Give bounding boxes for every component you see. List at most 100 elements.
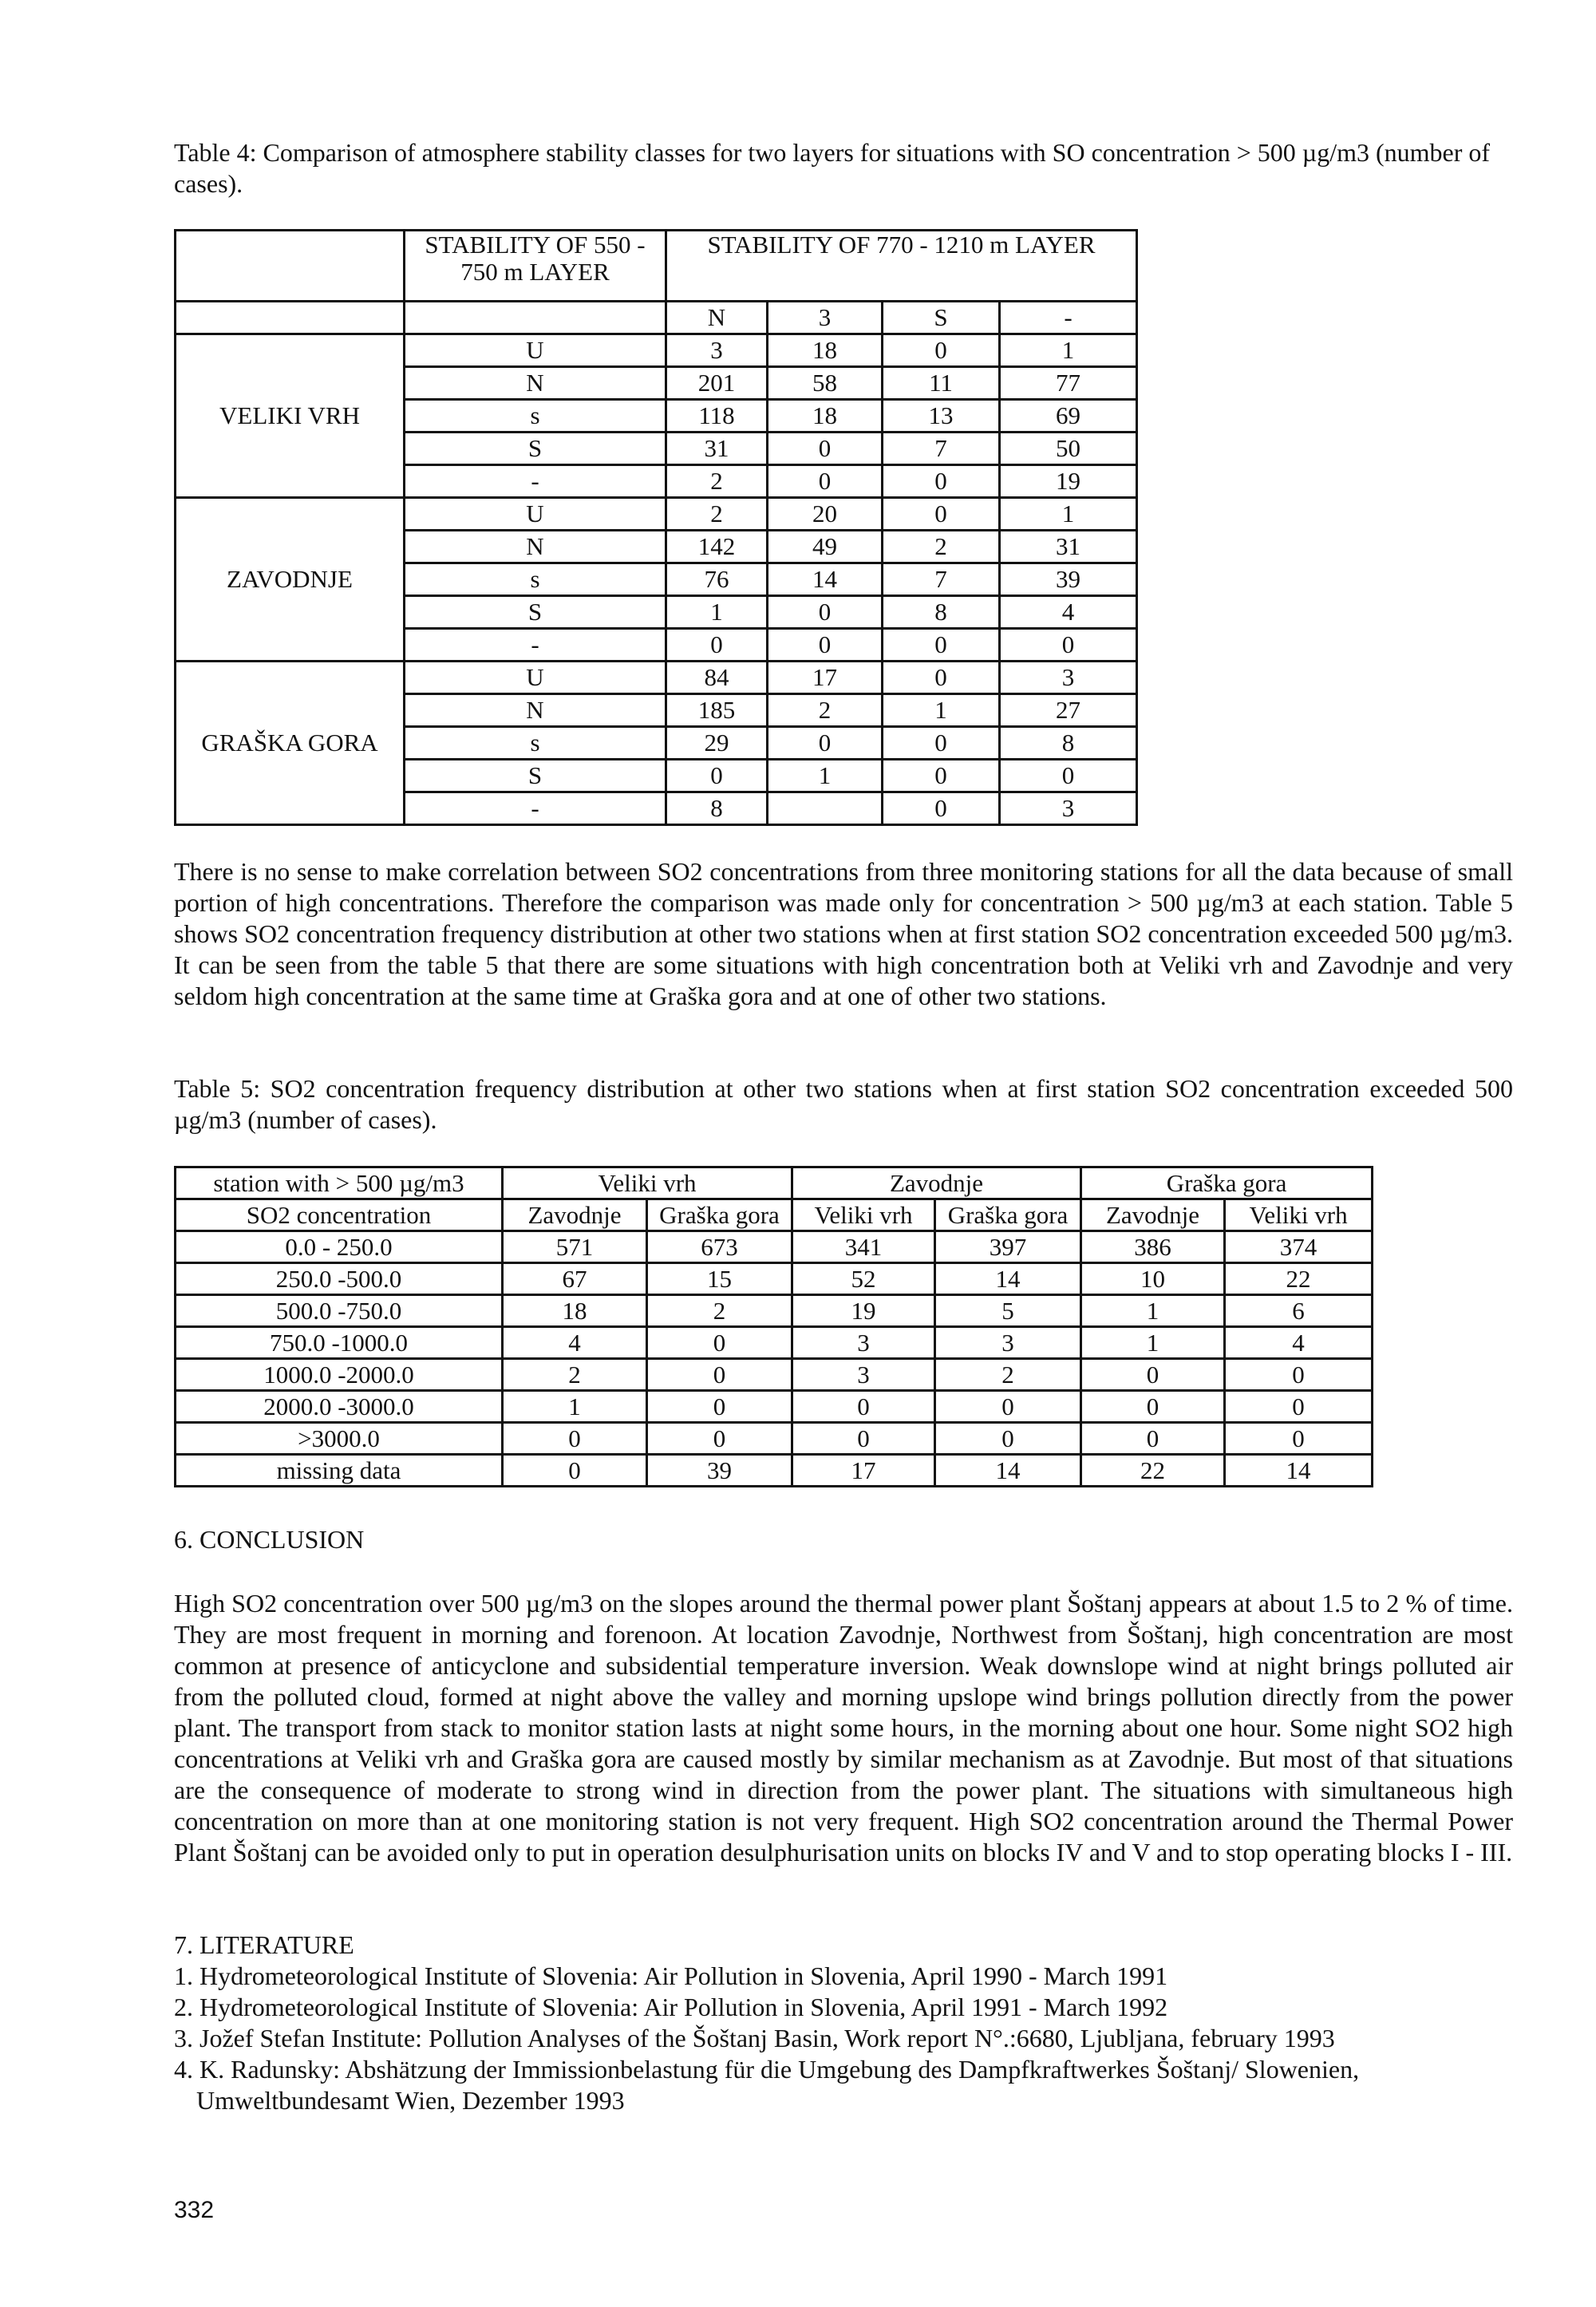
value-cell: 0: [881, 333, 1001, 368]
blank-cell: [174, 300, 405, 335]
literature-item: 1. Hydrometeorological Institute of Slov…: [174, 1961, 1168, 1990]
table-row: S 31 0 7 50: [176, 431, 1138, 466]
value-cell: 0: [791, 1389, 936, 1424]
value-cell: 1: [1080, 1294, 1227, 1328]
value-cell: 77: [998, 365, 1138, 401]
corner-cell: [174, 229, 405, 302]
literature-item: 3. Jožef Stefan Institute: Pollution Ana…: [174, 2024, 1335, 2052]
value-cell: 2: [646, 1294, 793, 1328]
table-row: -2 0 0 19: [176, 464, 1138, 499]
value-cell: 69: [998, 398, 1138, 433]
corner-top: station with > 500 µg/m3: [174, 1166, 504, 1200]
value-cell: 18: [501, 1294, 648, 1328]
value-cell: 341: [791, 1230, 936, 1264]
literature-item: 2. Hydrometeorological Institute of Slov…: [174, 1993, 1168, 2021]
table5: station with > 500 µg/m3 Veliki vrh Zavodn…: [174, 1166, 1374, 1487]
value-cell: 2: [881, 529, 1001, 564]
literature-heading: 7. LITERATURE: [174, 1930, 354, 1959]
value-cell: 0: [1223, 1389, 1374, 1424]
value-cell: 39: [998, 562, 1138, 597]
range-cell: >3000.0: [174, 1421, 504, 1456]
value-cell: 2: [501, 1357, 648, 1392]
value-cell: 0: [1223, 1421, 1374, 1456]
sub-header: Graška gora: [646, 1198, 793, 1232]
value-cell: 20: [766, 496, 883, 531]
value-cell: 17: [791, 1453, 936, 1487]
value-cell: 1: [998, 496, 1138, 531]
table-row: VELIKI VRH U 3 18 0 1: [174, 333, 1138, 499]
value-cell: 3: [791, 1357, 936, 1392]
value-cell: 49: [766, 529, 883, 564]
value-cell: 201: [665, 365, 768, 401]
table-row: 0.0 - 250.0 571 673 341 397 386 374: [174, 1230, 1374, 1264]
lower-class: U: [403, 333, 667, 368]
value-cell: 571: [501, 1230, 648, 1264]
literature-list: 1. Hydrometeorological Institute of Slov…: [174, 1961, 1371, 2116]
value-cell: 2: [766, 693, 883, 728]
value-cell: 50: [998, 431, 1138, 466]
value-cell: 0: [646, 1325, 793, 1360]
value-cell: 0: [881, 464, 1001, 499]
value-cell: 0: [933, 1421, 1083, 1456]
value-cell: 0: [933, 1389, 1083, 1424]
value-cell: 2: [665, 464, 768, 499]
value-cell: 142: [665, 529, 768, 564]
table-row: s 29 0 0 8: [176, 725, 1138, 760]
value-cell: 4: [1223, 1325, 1374, 1360]
value-cell: 118: [665, 398, 768, 433]
value-cell: 0: [998, 758, 1138, 793]
lower-class: -: [403, 791, 667, 826]
value-cell: 17: [766, 660, 883, 695]
value-cell: 0: [881, 758, 1001, 793]
value-cell: 0: [1223, 1357, 1374, 1392]
value-cell: 13: [881, 398, 1001, 433]
value-cell: 27: [998, 693, 1138, 728]
lower-class: s: [403, 398, 667, 433]
sub-header: Veliki vrh: [791, 1198, 936, 1232]
value-cell: 0: [1080, 1389, 1227, 1424]
value-cell: 67: [501, 1262, 648, 1296]
station-name: VELIKI VRH: [174, 333, 405, 499]
value-cell: 0: [766, 627, 883, 662]
literature-item: 4. K. Radunsky: Abshätzung der Immission…: [174, 2055, 1360, 2115]
value-cell: 0: [881, 627, 1001, 662]
value-cell: 10: [1080, 1262, 1227, 1296]
value-cell: 8: [881, 595, 1001, 630]
table-row: 1000.0 -2000.0 2 0 3 2 0 0: [174, 1357, 1374, 1392]
lower-class: -: [403, 627, 667, 662]
sub-header: Graška gora: [933, 1198, 1083, 1232]
value-cell: 11: [881, 365, 1001, 401]
header-upper-layer: STABILITY OF 770 - 1210 m LAYER: [665, 229, 1138, 302]
value-cell: 397: [933, 1230, 1083, 1264]
value-cell: 19: [791, 1294, 936, 1328]
table5-caption: Table 5: SO2 concentration frequency dis…: [174, 1074, 1513, 1134]
table-row: STABILITY OF 550 - 750 m LAYER STABILITY …: [174, 229, 1138, 302]
table-row: s 118 18 13 69: [176, 398, 1138, 433]
table-row: s 76 14 7 39: [176, 562, 1138, 597]
value-cell: 7: [881, 562, 1001, 597]
table4: STABILITY OF 550 - 750 m LAYER STABILITY …: [174, 229, 1138, 826]
table-row: GRAŠKA GORA U 84 17 0 3: [174, 660, 1138, 826]
table-row: 2000.0 -3000.0 1 0 0 0 0 0: [174, 1389, 1374, 1424]
value-cell: 0: [501, 1453, 648, 1487]
range-cell: missing data: [174, 1453, 504, 1487]
lower-class: -: [403, 464, 667, 499]
value-cell: 2: [933, 1357, 1083, 1392]
header-lower-layer: STABILITY OF 550 - 750 m LAYER: [403, 229, 667, 302]
value-cell: 31: [665, 431, 768, 466]
range-cell: 1000.0 -2000.0: [174, 1357, 504, 1392]
value-cell: 76: [665, 562, 768, 597]
station-name: ZAVODNJE: [174, 496, 405, 662]
value-cell: 0: [881, 791, 1001, 826]
conclusion-text: High SO2 concentration over 500 µg/m3 on…: [174, 1589, 1513, 1867]
value-cell: 14: [1223, 1453, 1374, 1487]
range-cell: 750.0 -1000.0: [174, 1325, 504, 1360]
value-cell: 18: [766, 333, 883, 368]
table-row: 250.0 -500.0 67 15 52 14 10 22: [174, 1262, 1374, 1296]
value-cell: 0: [665, 627, 768, 662]
table-row: >3000.0 0 0 0 0 0 0: [174, 1421, 1374, 1456]
value-cell: 39: [646, 1453, 793, 1487]
